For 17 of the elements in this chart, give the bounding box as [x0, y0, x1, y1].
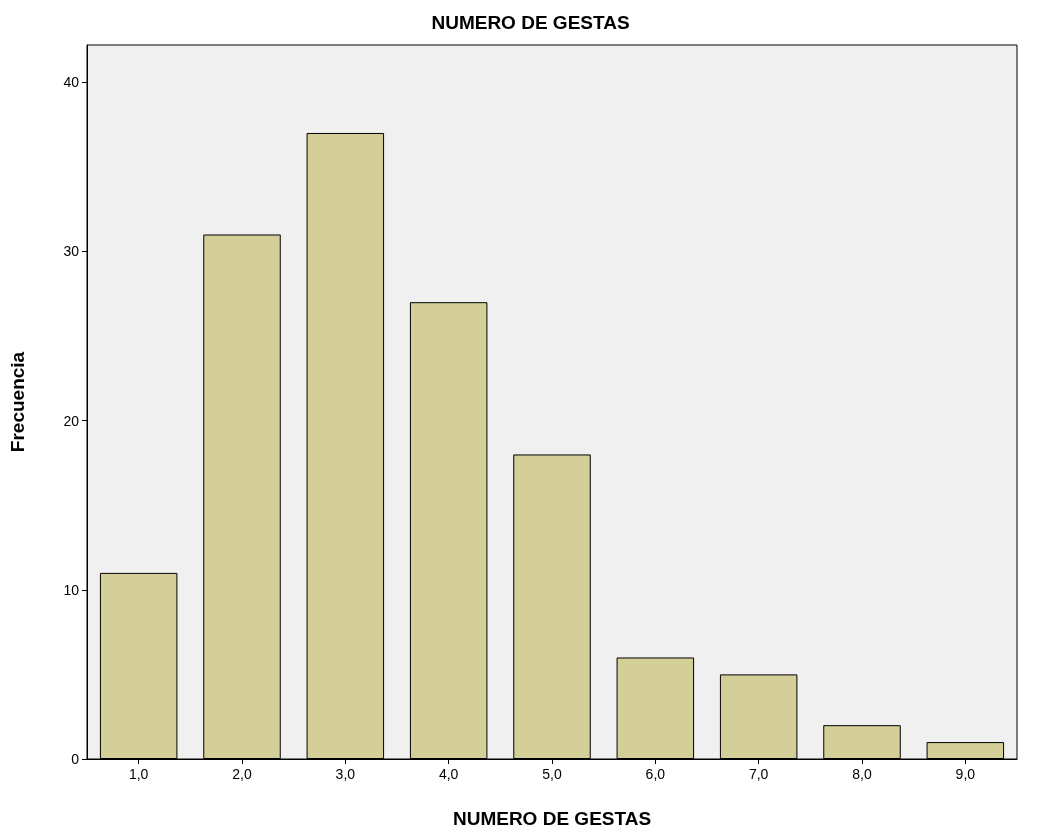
y-tick-label: 30: [63, 243, 80, 260]
x-tick-label: 5,0: [542, 766, 562, 782]
chart-title: NUMERO DE GESTAS: [431, 12, 630, 33]
y-tick-label: 10: [63, 581, 80, 598]
y-tick-label: 40: [63, 74, 80, 91]
y-tick-label: 20: [63, 412, 80, 429]
x-tick-label: 2,0: [232, 766, 252, 782]
x-tick-label: 4,0: [438, 766, 459, 782]
y-tick-label: 0: [71, 751, 80, 767]
x-tick-label: 9,0: [955, 766, 976, 782]
x-tick-label: 8,0: [852, 766, 872, 782]
x-tick-label: 3,0: [335, 766, 356, 782]
x-tick-label: 6,0: [645, 766, 666, 782]
x-tick-label: 7,0: [748, 766, 769, 782]
x-tick-label: 1,0: [128, 766, 149, 782]
y-axis-title: Frecuencia: [7, 351, 28, 453]
x-axis-title: NUMERO DE GESTAS: [452, 808, 652, 829]
